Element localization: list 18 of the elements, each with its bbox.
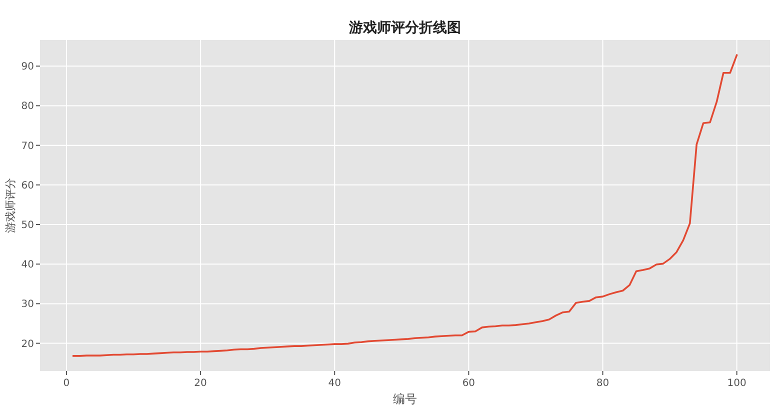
y-axis-title: 游戏师评分 (4, 178, 17, 233)
y-tick-label: 40 (21, 260, 34, 271)
x-tick-label: 80 (596, 378, 610, 389)
y-tick-label: 50 (21, 220, 34, 232)
y-tick-label: 20 (21, 338, 34, 350)
x-tick-label: 100 (727, 378, 746, 389)
y-tick-label: 90 (21, 62, 34, 73)
x-tick-label: 60 (462, 378, 476, 389)
line-series (72, 54, 738, 357)
x-axis-title: 编号 (393, 392, 417, 406)
y-tick-label: 30 (21, 299, 34, 310)
x-tick-label: 0 (63, 378, 70, 389)
y-tick-label: 60 (21, 180, 34, 192)
x-tick-label: 40 (328, 378, 341, 389)
x-tick-label: 20 (194, 378, 207, 389)
y-tick-label: 70 (21, 140, 34, 152)
chart-title: 游戏师评分折线图 (348, 20, 461, 36)
y-tick-label: 80 (21, 101, 34, 112)
